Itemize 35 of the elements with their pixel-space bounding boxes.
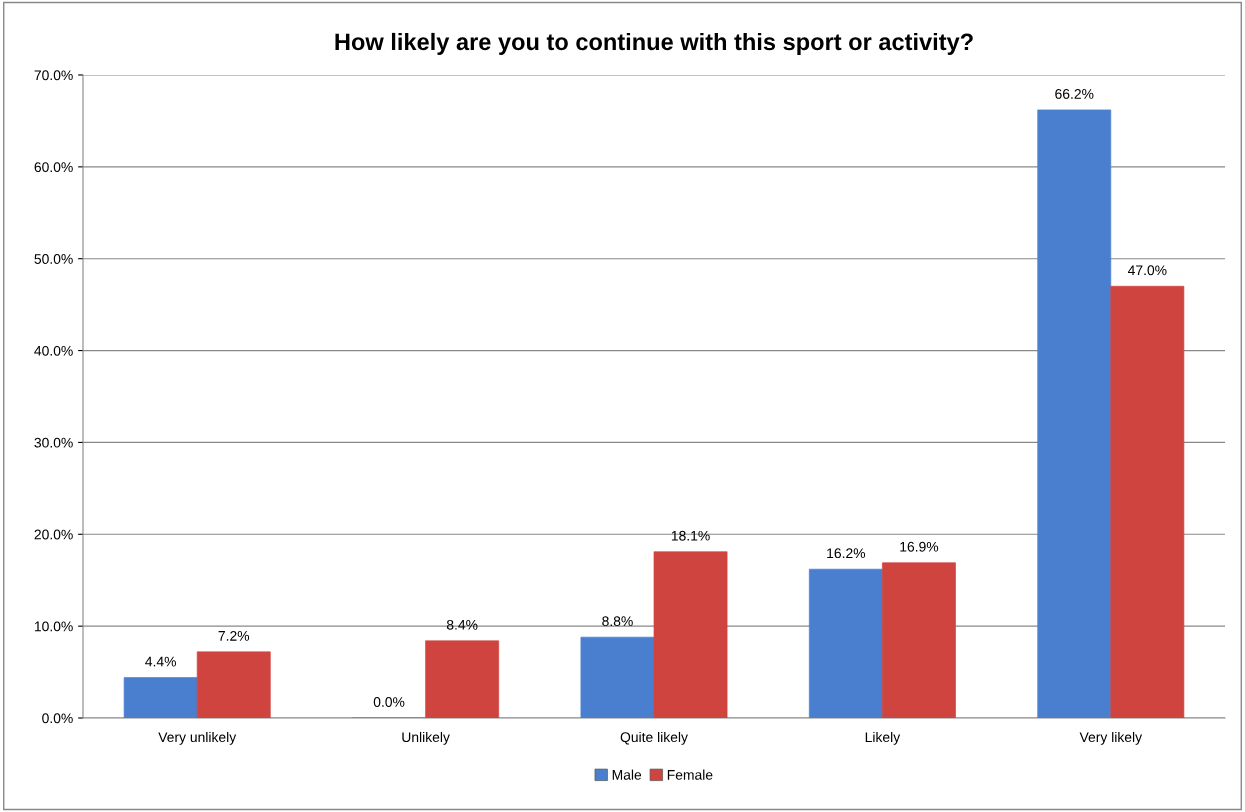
y-tick-label: 20.0% (34, 529, 73, 540)
x-tick-label: Very likely (1079, 731, 1143, 745)
bar (1110, 285, 1185, 718)
y-tick-label: 0.0% (42, 713, 73, 724)
bar (808, 568, 883, 718)
bar (882, 562, 956, 718)
bar (653, 551, 728, 718)
y-tick-label: 40.0% (34, 345, 73, 356)
bar (425, 640, 500, 718)
y-tick-label: 10.0% (34, 621, 73, 632)
data-label: 47.0% (1127, 265, 1167, 276)
y-tick-label: 70.0% (34, 70, 73, 81)
data-label: 0.0% (373, 697, 405, 707)
data-label: 7.2% (218, 630, 250, 641)
data-label: 16.9% (900, 541, 939, 552)
bar (196, 651, 271, 718)
bar (123, 677, 198, 718)
data-label: 18.1% (671, 530, 710, 541)
legend-label: Male (612, 769, 642, 780)
bar (580, 636, 655, 718)
x-tick-label: Unlikely (402, 731, 450, 745)
data-label: 66.2% (1055, 88, 1094, 99)
y-tick-label: 30.0% (34, 437, 73, 448)
data-label: 8.8% (602, 616, 633, 627)
x-tick-label: Quite likely (620, 731, 688, 745)
y-tick-label: 60.0% (34, 162, 73, 173)
chart-title: How likely are you to continue with this sport or activity? (335, 32, 973, 55)
legend-label: Female (667, 769, 713, 780)
data-label: 8.4% (446, 619, 478, 630)
x-tick-label: Very unlikely (158, 731, 237, 745)
y-tick-label: 50.0% (34, 254, 73, 264)
x-tick-label: Likely (865, 731, 901, 745)
data-label: 16.2% (827, 548, 866, 559)
bar (1037, 109, 1112, 718)
data-label: 4.4% (145, 656, 176, 667)
